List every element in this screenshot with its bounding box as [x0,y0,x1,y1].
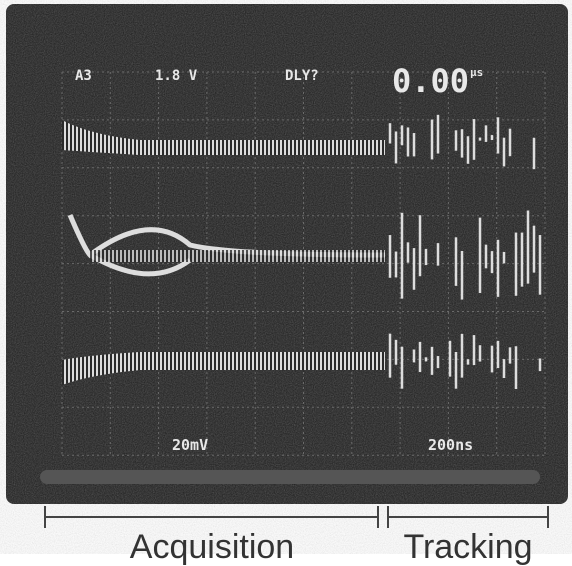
volts: 1.8 V [155,68,198,84]
brackets [44,506,549,528]
center-trace [90,250,385,262]
bezel-glare [40,470,540,484]
waveform [62,120,386,385]
delay: DLY? [285,68,319,84]
scale: 20mV [172,436,208,454]
upper-envelope [62,120,385,155]
tracking-bracket [387,506,549,528]
lower-envelope [62,352,385,385]
acquisition-bracket [44,506,379,528]
acquisition-label: Acquisition [130,528,294,566]
timebase: 200ns [428,436,473,454]
channel: A3 [75,68,92,84]
time: 0.00 [392,62,469,100]
tracking-bursts [388,114,542,390]
tracking-label: Tracking [403,528,532,566]
time-unit: μs [470,66,483,79]
